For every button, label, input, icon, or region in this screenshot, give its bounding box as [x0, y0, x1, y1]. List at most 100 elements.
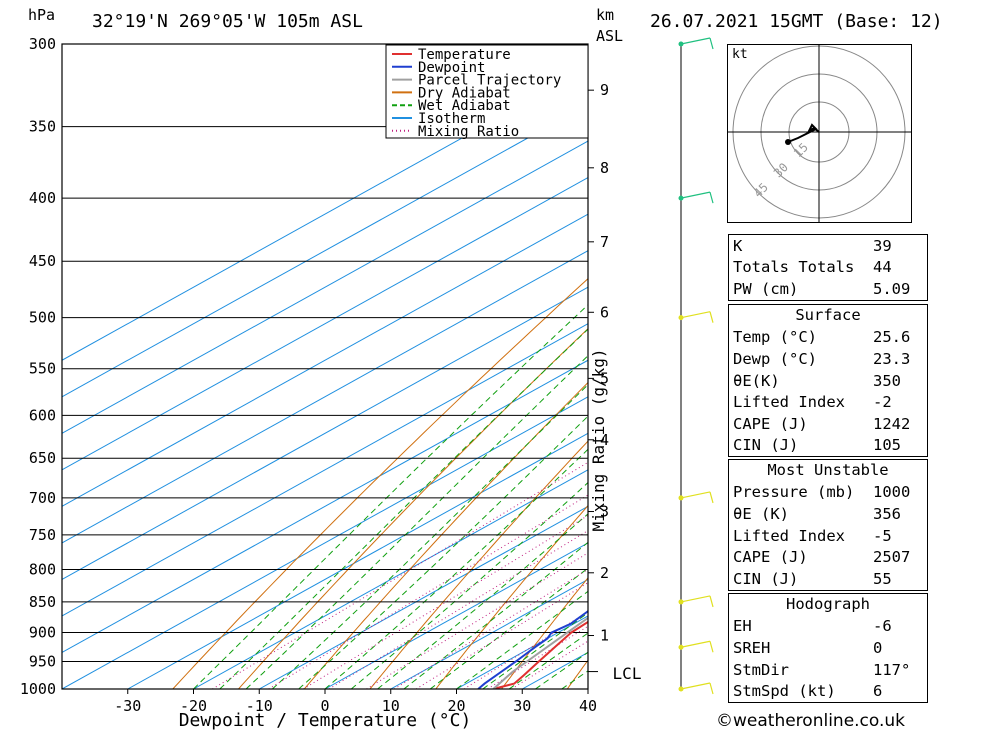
wet-adiabat-line [482, 612, 588, 689]
hodograph-ring-label-30: 30 [771, 160, 791, 180]
dry-adiabat-line [962, 44, 1000, 689]
mixing-ratio-label: 1 [663, 401, 670, 414]
km-tick-label: 6 [600, 303, 609, 321]
legend-entry: Parcel Trajectory [418, 73, 561, 89]
parcel-trajectory-line [492, 616, 588, 689]
wet-adiabat-line [456, 590, 588, 689]
pressure-tick-label: 600 [29, 406, 56, 424]
wind-barb-flag [709, 37, 714, 50]
km-tick-label: 7 [600, 233, 609, 251]
legend-entry: Dry Adiabat [418, 85, 511, 101]
isotherm-line [193, 469, 588, 689]
pressure-tick-label: 850 [29, 593, 56, 611]
hodograph-ring-label-45: 45 [751, 180, 771, 200]
km-tick-label: 1 [600, 627, 609, 645]
km-tick-label: 3 [600, 503, 609, 521]
isotherm-line [62, 103, 588, 398]
index-row-k: K 39 [733, 236, 892, 255]
x-tick-label: -30 [114, 697, 141, 715]
wind-barb [680, 37, 711, 45]
legend-entry: Mixing Ratio [418, 124, 519, 140]
temperature-line [493, 620, 588, 689]
wind-barb [680, 311, 711, 319]
isotherm-line [390, 578, 588, 689]
pressure-tick-label: 950 [29, 653, 56, 671]
credit-text: ©weatheronline.co.uk [716, 711, 906, 731]
surface-row-li: Lifted Index -2 [733, 393, 892, 412]
isotherm-line [62, 213, 588, 507]
surface-row-cape: CAPE (J) 1242 [733, 414, 911, 433]
hodograph-end-point [785, 139, 791, 145]
dry-adiabat-line [435, 504, 588, 689]
hodo-row-eh: EH -6 [733, 617, 892, 636]
x-axis-label: Dewpoint / Temperature (°C) [179, 710, 472, 731]
km-tick-label: 5 [600, 369, 609, 387]
plot-frame [61, 43, 589, 690]
legend-entry: Isotherm [418, 111, 485, 127]
isotherm-line [62, 67, 588, 361]
mixing-ratio-label: 2 [716, 401, 723, 414]
pressure-tick-label: 350 [29, 118, 56, 136]
wind-barb-flag [709, 595, 714, 608]
pressure-tick-label: 550 [29, 360, 56, 378]
hodo-row-sreh: SREH 0 [733, 638, 883, 657]
km-unit-label: km [596, 6, 615, 24]
isotherm-line [62, 140, 588, 434]
wind-barb [680, 640, 711, 648]
pressure-tick-label: 1000 [20, 680, 56, 698]
surface-row-dewp: Dewp (°C) 23.3 [733, 349, 911, 368]
isotherm-line [62, 396, 588, 689]
isotherm-line [62, 177, 588, 471]
mu-row-thetae: θE (K) 356 [733, 504, 901, 523]
wet-adiabat-line [377, 513, 588, 689]
wind-barb [680, 682, 711, 690]
wet-adiabat-line [193, 304, 588, 689]
most-unstable-title: Most Unstable [767, 461, 889, 479]
pressure-tick-label: 800 [29, 560, 56, 578]
wet-adiabat-line [350, 481, 588, 689]
mu-row-li: Lifted Index -5 [733, 526, 892, 545]
hodo-row-stmdir: StmDir 117° [733, 660, 911, 679]
isotherm-line [127, 432, 588, 689]
legend-entry: Wet Adiabat [418, 98, 511, 114]
indices-table: K 39 Totals Totals 44 PW (cm) 5.09 [728, 234, 928, 301]
legend-entry: Temperature [418, 47, 511, 63]
isotherm-line [62, 323, 588, 617]
hodograph-table: Hodograph EH -6 SREH 0 StmDir 117° StmSpd (… [728, 593, 928, 703]
lcl-label: LCL [613, 664, 642, 683]
index-row-totals: Totals Totals 44 [733, 258, 892, 277]
wet-adiabat-line [219, 328, 588, 689]
surface-row-temp: Temp (°C) 25.6 [733, 328, 911, 347]
surface-table: Surface Temp (°C) 25.6 Dewp (°C) 23.3 θE(K… [728, 304, 928, 458]
legend-entry: Dewpoint [418, 60, 485, 76]
wind-barb [680, 491, 711, 499]
pressure-tick-label: 650 [29, 449, 56, 467]
isotherm-line [324, 542, 588, 689]
wind-barb-flag [709, 311, 714, 323]
surface-row-cin: CIN (J) 105 [733, 436, 901, 455]
surface-row-thetae: θE(K) 350 [733, 371, 901, 390]
mixing-ratio-line [268, 494, 588, 689]
hodograph-unit: kt [732, 47, 748, 62]
isotherm-line [62, 286, 588, 580]
pressure-tick-label: 450 [29, 252, 56, 270]
dry-adiabat-line [501, 577, 588, 689]
wind-barb [680, 595, 711, 603]
x-tick-label: 20 [447, 697, 465, 715]
km-tick-label: 8 [600, 159, 609, 177]
hpa-unit-label: hPa [28, 6, 56, 24]
mu-row-cin: CIN (J) 55 [733, 569, 892, 588]
index-row-pw: PW (cm) 5.09 [733, 279, 911, 298]
location-title: 32°19'N 269°05'W 105m ASL [92, 11, 363, 32]
pressure-tick-label: 900 [29, 624, 56, 642]
pressure-tick-label: 300 [29, 35, 56, 53]
wind-barb-flag [709, 491, 714, 504]
most-unstable-table: Most Unstable Pressure (mb) 1000 θE (K) 35… [728, 459, 928, 591]
legend-box [385, 44, 589, 139]
mixing-ratio-axis-label: Mixing Ratio (g/kg) [589, 348, 608, 531]
km-tick-label: 2 [600, 564, 609, 582]
surface-title: Surface [795, 306, 861, 324]
pressure-tick-label: 700 [29, 489, 56, 507]
